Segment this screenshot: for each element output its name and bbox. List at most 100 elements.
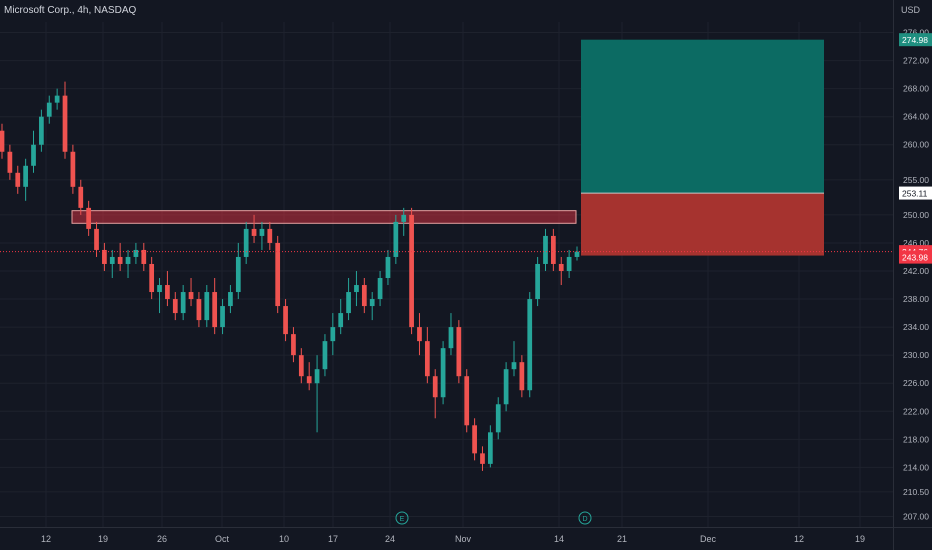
candle-body: [314, 369, 320, 384]
candle-body: [535, 263, 540, 300]
x-tick-label: Dec: [700, 534, 717, 544]
price-label-bg: [899, 186, 932, 200]
candle-body: [165, 285, 170, 300]
candle-body: [243, 228, 249, 257]
y-tick-label: 246.00: [903, 238, 929, 248]
candle-body: [306, 376, 312, 384]
candle-body: [46, 102, 52, 117]
candle-body: [86, 207, 92, 229]
candle-body: [54, 95, 60, 103]
candle-body: [283, 306, 288, 335]
candle-body: [440, 348, 446, 398]
candle-body: [251, 228, 257, 236]
candle-body: [448, 327, 454, 349]
candle-body: [291, 334, 296, 356]
x-tick-label: 17: [328, 534, 338, 544]
candle-body: [228, 292, 233, 307]
event-marker-icon: [395, 511, 409, 525]
y-tick-label: 230.00: [903, 350, 929, 360]
candle-body: [125, 256, 131, 264]
candle-body: [204, 292, 210, 321]
price-label-bg: [899, 250, 932, 264]
resistance-zone: [71, 210, 577, 224]
candle-body: [102, 249, 107, 264]
x-tick-label: 12: [794, 534, 804, 544]
candle-body: [15, 172, 21, 187]
candle-body: [235, 256, 241, 293]
candle-body: [196, 299, 202, 321]
candle-body: [109, 256, 115, 264]
candle-body: [322, 341, 328, 370]
candle-body: [432, 376, 438, 398]
y-tick-label: 207.00: [903, 511, 929, 521]
candle-body: [393, 221, 399, 257]
candle-body: [354, 285, 359, 293]
candle-body: [385, 256, 391, 279]
candle-body: [558, 263, 564, 271]
candle-body: [259, 228, 265, 236]
candle-body: [346, 292, 351, 314]
x-tick-label: Oct: [215, 534, 230, 544]
y-tick-label: 242.00: [903, 266, 929, 276]
y-tick-label: 268.00: [903, 84, 929, 94]
candle-body: [62, 95, 68, 152]
x-tick-label: Nov: [455, 534, 472, 544]
candle-body: [456, 327, 462, 377]
y-tick-label: 234.00: [903, 322, 929, 332]
candle-body: [117, 256, 123, 264]
candle-body: [495, 404, 501, 433]
candle-body: [31, 144, 36, 166]
candle-body: [361, 285, 367, 307]
x-tick-label: 24: [385, 534, 395, 544]
candle-body: [141, 249, 147, 264]
y-tick-label: 264.00: [903, 112, 929, 122]
y-tick-label: 250.00: [903, 210, 929, 220]
target-zone: [581, 39, 824, 194]
candle-body: [0, 130, 5, 152]
x-tick-label: 21: [617, 534, 627, 544]
candle-body: [464, 376, 470, 426]
y-tick-label: 255.00: [903, 175, 929, 185]
candle-body: [7, 151, 13, 173]
y-tick-label: 260.00: [903, 140, 929, 150]
candle-body: [330, 327, 336, 342]
candle-body: [551, 235, 556, 264]
candle-body: [23, 165, 28, 187]
currency-label: USD: [900, 5, 920, 15]
candle-body: [172, 299, 178, 314]
y-tick-label: 272.00: [903, 56, 929, 66]
candle-body: [298, 355, 304, 377]
candle-body: [338, 313, 344, 328]
candle-body: [566, 256, 572, 271]
price-label: 274.98: [902, 35, 928, 45]
stop-zone: [581, 193, 824, 256]
candle-body: [527, 299, 533, 391]
candle-body: [220, 306, 225, 328]
candle-body: [275, 242, 281, 307]
candle-body: [409, 214, 414, 328]
x-tick-label: 12: [41, 534, 51, 544]
candle-body: [70, 151, 76, 187]
candle-body: [188, 292, 194, 300]
candle-body: [78, 186, 84, 208]
price-label: 253.11: [902, 189, 928, 199]
candle-body: [417, 327, 422, 342]
candle-body: [503, 369, 509, 405]
y-tick-label: 210.50: [903, 487, 929, 497]
x-tick-label: 14: [554, 534, 564, 544]
candle-body: [369, 299, 375, 307]
candle-body: [511, 362, 517, 370]
event-marker-label: E: [400, 516, 405, 523]
y-tick-label: 226.00: [903, 378, 929, 388]
y-tick-label: 214.00: [903, 462, 929, 472]
candle-body: [424, 341, 430, 377]
y-tick-label: 238.00: [903, 294, 929, 304]
candle-body: [519, 362, 525, 391]
candle-body: [94, 228, 99, 250]
candle-body: [212, 292, 218, 328]
candle-body: [267, 228, 273, 243]
candle-body: [487, 432, 493, 464]
candle-body: [39, 116, 44, 145]
candle-body: [180, 292, 186, 314]
